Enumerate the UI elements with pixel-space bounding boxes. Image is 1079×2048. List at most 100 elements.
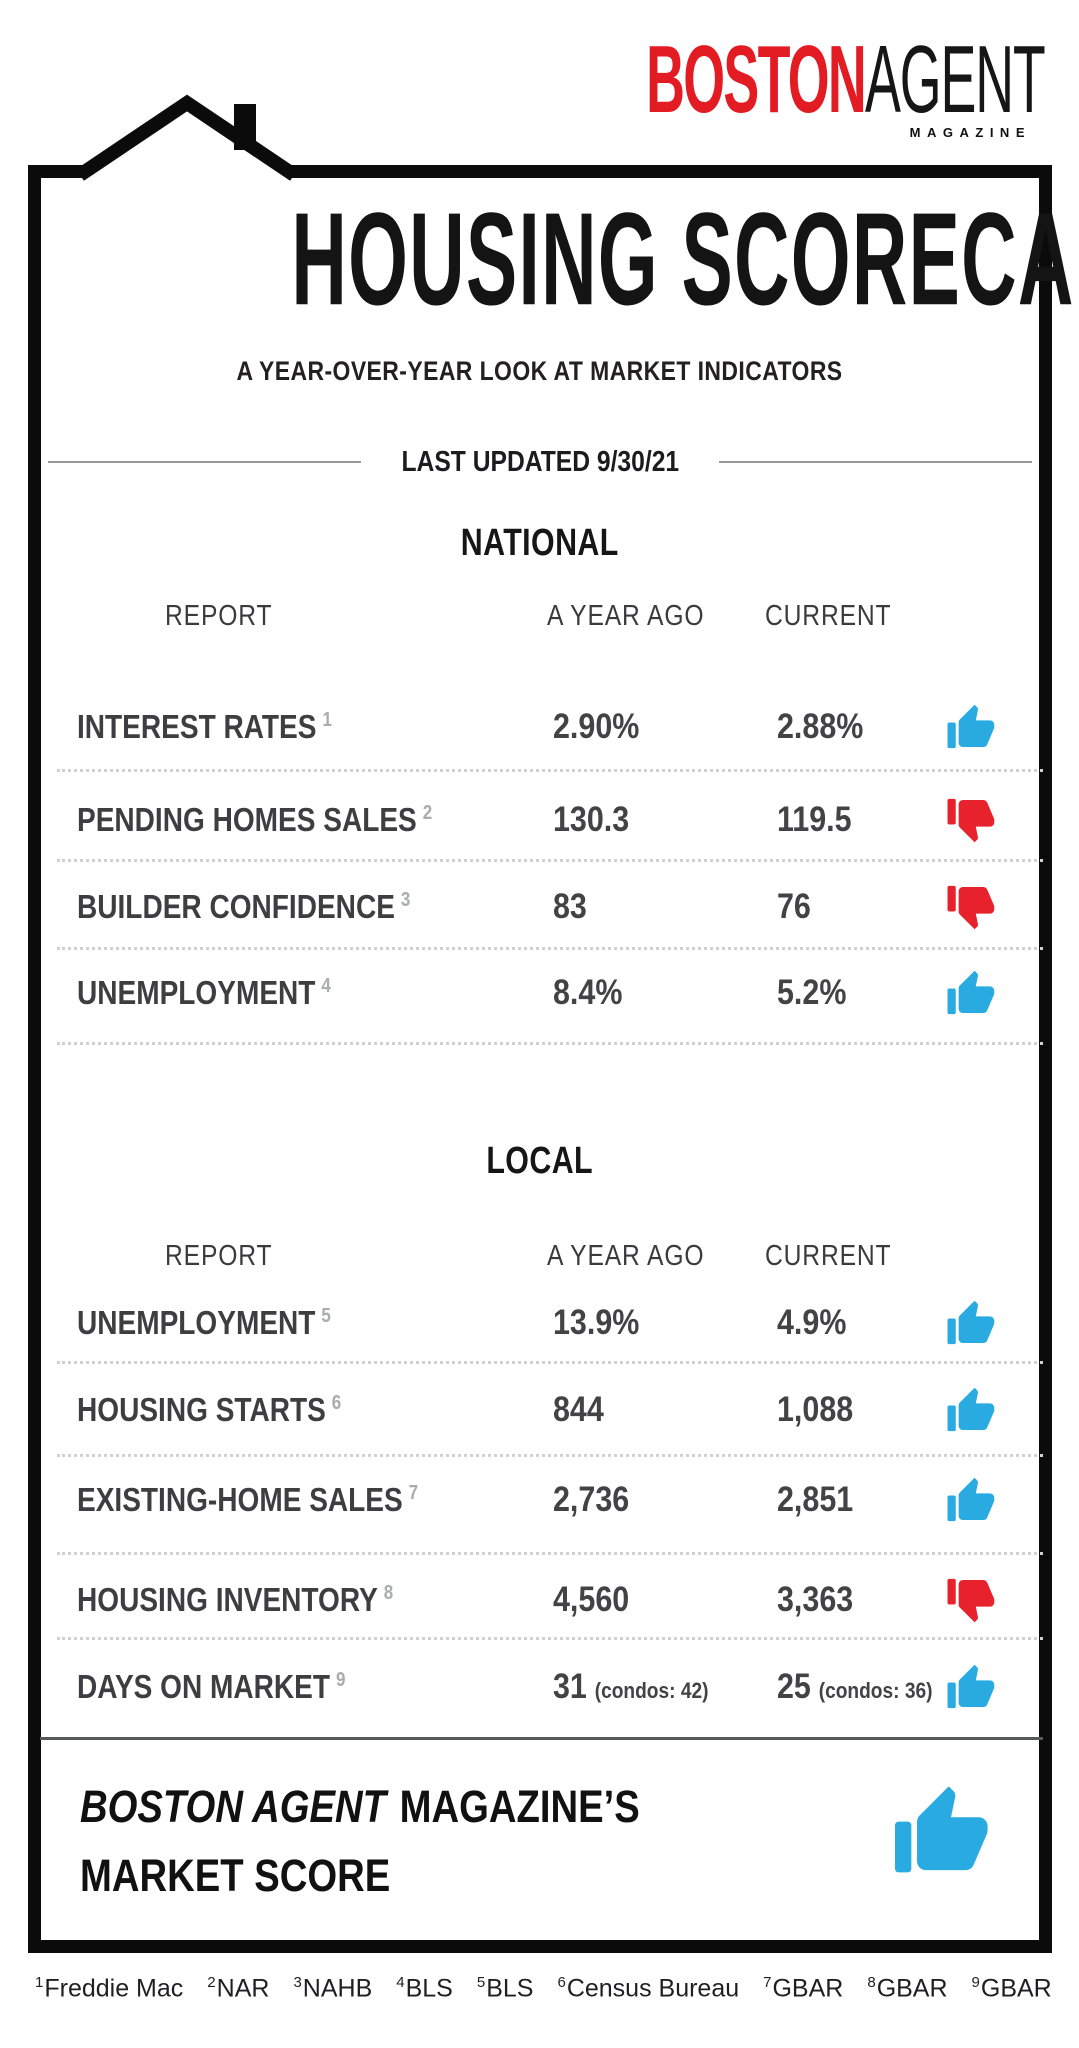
trend-thumb-icon [945, 883, 999, 932]
logo-agent-text: AGENT [865, 26, 1046, 133]
current-value: 5.2% [777, 973, 847, 1012]
footnote-marker: 1 [322, 709, 332, 731]
year-ago-value: 844 [553, 1390, 604, 1429]
logo-wordmark: BOSTONAGENT [646, 32, 1046, 128]
trend-thumb-icon [945, 796, 999, 845]
year-ago-value: 2.90% [553, 707, 640, 746]
house-roof-icon [28, 94, 1052, 181]
market-score-line2: MARKET SCORE [80, 1850, 391, 1901]
logo-boston-text: BOSTON [646, 26, 867, 133]
table-row: HOUSING STARTS 6 844 1,088 [77, 1378, 1032, 1442]
trend-thumb-icon [945, 969, 999, 1018]
footnote-item: 1Freddie Mac [35, 1974, 184, 2003]
section-divider [40, 1737, 1043, 1740]
report-label: PENDING HOMES SALES [77, 801, 417, 838]
footnote-marker: 6 [331, 1392, 342, 1414]
table-row: UNEMPLOYMENT 4 8.4% 5.2% [77, 961, 1032, 1025]
footnote-item: 4BLS [396, 1974, 453, 2003]
section-title-local: LOCAL [486, 1140, 594, 1182]
table-row: UNEMPLOYMENT 5 13.9% 4.9% [77, 1291, 1032, 1355]
table-row: INTEREST RATES 1 2.90% 2.88% [77, 695, 1032, 759]
table-row: DAYS ON MARKET 9 31 (condos: 42) 25 (condos… [77, 1655, 1032, 1719]
year-ago-value: 8.4% [553, 973, 623, 1012]
market-score-suffix: MAGAZINE’S [399, 1781, 640, 1832]
report-label: HOUSING INVENTORY [77, 1581, 378, 1618]
scorecard-border-frame [28, 165, 1052, 1953]
current-value: 25 (condos: 36) [777, 1667, 933, 1706]
report-label: EXISTING-HOME SALES [77, 1481, 403, 1518]
current-value: 4.9% [777, 1303, 847, 1342]
row-divider [57, 1361, 1043, 1364]
footnote-item: 2NAR [207, 1974, 270, 2003]
row-divider [57, 947, 1043, 950]
column-headers-national: REPORT A YEAR AGO CURRENT [77, 600, 1032, 634]
footnote-marker: 4 [321, 975, 331, 997]
row-divider [57, 1454, 1043, 1457]
footnote-marker: 5 [321, 1305, 331, 1327]
market-score-thumb-icon [886, 1782, 1001, 1879]
col-header-year-ago: A YEAR AGO [547, 600, 705, 632]
section-title-national: NATIONAL [461, 522, 619, 564]
left-rule [48, 461, 361, 463]
trend-thumb-icon [945, 1299, 999, 1348]
footnote-item: 5BLS [476, 1974, 534, 2003]
footnote-marker: 2 [422, 802, 433, 824]
current-value: 2,851 [777, 1480, 854, 1519]
footnotes: 1Freddie Mac 2NAR 3NAHB 4BLS 5BLS 6Censu… [35, 1974, 1052, 2003]
col-header-current: CURRENT [765, 600, 892, 632]
page-subtitle: A YEAR-OVER-YEAR LOOK AT MARKET INDICATO… [236, 356, 844, 386]
footnote-marker: 3 [400, 889, 411, 911]
current-value: 2.88% [777, 707, 864, 746]
current-value: 3,363 [777, 1580, 854, 1619]
footnote-marker: 7 [408, 1482, 419, 1504]
row-divider [57, 859, 1043, 862]
right-rule [719, 461, 1033, 463]
report-label: UNEMPLOYMENT [77, 1304, 316, 1341]
table-row: PENDING HOMES SALES 2 130.3 119.5 [77, 788, 1032, 852]
footnote-marker: 9 [335, 1669, 346, 1691]
trend-thumb-icon [945, 1386, 999, 1435]
logo-magazine-text: MAGAZINE [909, 124, 1031, 140]
year-ago-value: 13.9% [553, 1303, 640, 1342]
current-value: 1,088 [777, 1390, 854, 1429]
report-label: BUILDER CONFIDENCE [77, 888, 395, 925]
market-score-heading: BOSTON AGENT MAGAZINE’S MARKET SCORE [80, 1778, 739, 1916]
year-ago-value: 83 [553, 887, 587, 926]
table-row: EXISTING-HOME SALES 7 2,736 2,851 [77, 1468, 1032, 1532]
current-value: 76 [777, 887, 811, 926]
row-divider [57, 1552, 1043, 1555]
footnote-item: 9GBAR [971, 1974, 1052, 2003]
current-value: 119.5 [777, 800, 852, 839]
year-ago-value: 4,560 [553, 1580, 630, 1619]
market-score-brand: BOSTON AGENT [80, 1781, 387, 1832]
trend-thumb-icon [945, 1663, 999, 1712]
year-ago-value: 31 (condos: 42) [553, 1667, 709, 1706]
trend-thumb-icon [945, 1476, 999, 1525]
column-headers-local: REPORT A YEAR AGO CURRENT [77, 1240, 1032, 1274]
footnote-marker: 8 [383, 1582, 394, 1604]
report-label: DAYS ON MARKET [77, 1668, 331, 1705]
page-title: HOUSING SCORECARD [291, 185, 1079, 333]
trend-thumb-icon [945, 1576, 999, 1625]
year-ago-value: 2,736 [553, 1480, 630, 1519]
table-row: HOUSING INVENTORY 8 4,560 3,363 [77, 1568, 1032, 1632]
current-note: (condos: 36) [818, 1678, 933, 1703]
row-divider [57, 769, 1043, 772]
col-header-current: CURRENT [765, 1240, 892, 1272]
last-updated-banner: LAST UPDATED 9/30/21 [48, 445, 1033, 478]
year-ago-value: 130.3 [553, 800, 630, 839]
report-label: HOUSING STARTS [77, 1391, 326, 1428]
last-updated-text: LAST UPDATED 9/30/21 [401, 445, 679, 478]
year-ago-note: (condos: 42) [594, 1678, 709, 1703]
footnote-item: 8GBAR [867, 1974, 948, 2003]
report-label: INTEREST RATES [77, 708, 317, 745]
row-divider [57, 1637, 1043, 1640]
col-header-report: REPORT [165, 1240, 273, 1272]
report-label: UNEMPLOYMENT [77, 974, 316, 1011]
row-divider [57, 1042, 1043, 1045]
footnote-item: 3NAHB [293, 1974, 373, 2003]
col-header-year-ago: A YEAR AGO [547, 1240, 705, 1272]
boston-agent-magazine-logo: BOSTONAGENT MAGAZINE [333, 32, 1046, 140]
col-header-report: REPORT [165, 600, 273, 632]
